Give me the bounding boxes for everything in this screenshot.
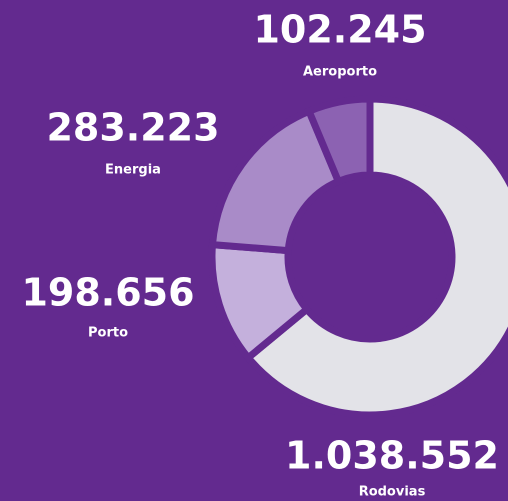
category-label: Aeroporto [303,65,377,80]
category-label: Rodovias [359,485,426,500]
value-label: 102.245 [253,8,426,52]
category-label: Energia [105,163,161,178]
value-label: 1.038.552 [285,434,499,478]
value-label: 283.223 [46,106,219,150]
donut-segment [208,106,343,255]
donut-segment [304,95,374,186]
category-label: Porto [88,326,128,341]
donut-segment [243,95,508,419]
value-label: 198.656 [21,271,194,315]
